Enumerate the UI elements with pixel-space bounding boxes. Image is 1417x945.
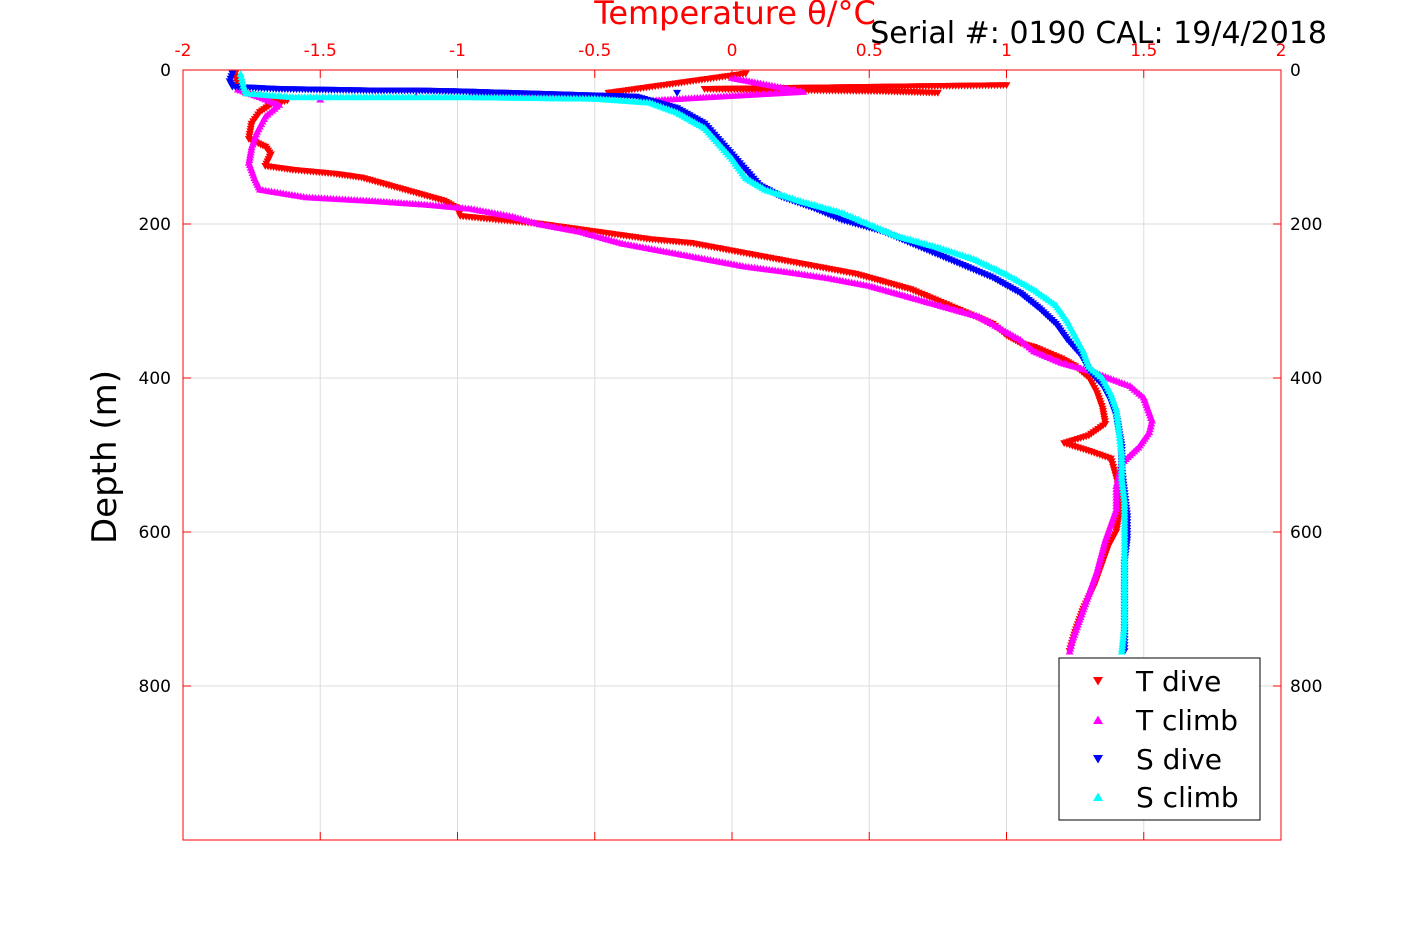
y-tick-label-right: 600 <box>1290 523 1322 543</box>
legend-label-t-dive: T dive <box>1135 665 1221 698</box>
legend-marker-t-dive <box>1093 677 1103 686</box>
data-point <box>1068 636 1077 643</box>
y-tick-label-right: 400 <box>1290 369 1322 389</box>
y-axis-label: Depth (m) <box>85 370 125 544</box>
data-point <box>1112 405 1121 412</box>
data-point <box>1065 647 1074 655</box>
series-t-climb <box>233 74 1156 655</box>
data-point <box>1116 436 1125 444</box>
y-tick-label-right: 0 <box>1290 61 1301 81</box>
data-point <box>1118 480 1127 488</box>
x-tick-label: 0.5 <box>856 41 883 61</box>
data-point <box>1147 416 1156 424</box>
data-point <box>1112 408 1121 415</box>
data-point <box>1113 476 1122 484</box>
data-point <box>1115 434 1124 441</box>
x-tick-label: -1 <box>449 41 466 61</box>
y-tick-label-left: 600 <box>139 523 171 543</box>
y-tick-label-right: 200 <box>1290 215 1322 235</box>
x-tick-label: -0.5 <box>578 41 611 61</box>
chart-title: Temperature θ/°C <box>593 0 876 32</box>
legend: T dive T climb S dive S climb <box>1058 657 1261 821</box>
data-point <box>1114 419 1123 427</box>
data-point <box>933 89 942 97</box>
data-point <box>1113 416 1122 424</box>
data-point <box>1117 647 1126 655</box>
data-point <box>1117 474 1126 482</box>
data-point <box>1117 448 1126 456</box>
legend-marker-s-dive <box>1093 755 1103 764</box>
data-point <box>238 76 247 83</box>
data-point <box>1145 425 1154 433</box>
data-point <box>1114 425 1123 433</box>
y-tick-label-left: 800 <box>139 677 171 697</box>
series-s-climb <box>236 70 1129 655</box>
x-tick-label: -2 <box>175 41 192 61</box>
data-point <box>1119 488 1128 496</box>
legend-label-s-dive: S dive <box>1136 743 1222 776</box>
y-tick-label-left: 0 <box>160 61 171 81</box>
series-s-dive <box>225 70 1132 655</box>
data-point <box>1115 431 1124 438</box>
data-point <box>1120 494 1129 502</box>
x-tick-label: -1.5 <box>304 41 337 61</box>
data-point <box>1066 644 1075 652</box>
x-tick-label: 1.5 <box>1130 41 1157 61</box>
legend-marker-t-climb <box>1093 715 1103 724</box>
data-point <box>1112 410 1121 418</box>
data-point <box>1146 422 1155 430</box>
data-markers <box>225 70 1156 655</box>
data-point <box>1119 491 1128 499</box>
data-point <box>1116 439 1125 447</box>
data-point <box>1112 479 1121 487</box>
data-point <box>237 73 246 80</box>
x-tick-label: 2 <box>1276 41 1287 61</box>
legend-marker-s-climb <box>1093 792 1103 801</box>
data-point <box>1118 483 1127 490</box>
y-tick-label-right: 800 <box>1290 677 1322 697</box>
data-point <box>1147 419 1156 427</box>
data-point <box>1118 477 1127 485</box>
chart-subtitle: Serial #: 0190 CAL: 19/4/2018 <box>870 16 1327 51</box>
data-point <box>238 78 247 86</box>
data-point <box>236 70 245 78</box>
y-tick-label-left: 200 <box>139 215 171 235</box>
data-point <box>1117 445 1126 453</box>
y-tick-label-left: 400 <box>139 369 171 389</box>
data-point <box>1119 486 1128 493</box>
data-point <box>1115 428 1124 436</box>
legend-box <box>1058 657 1261 821</box>
x-tick-label: 0 <box>727 41 738 61</box>
legend-label-s-climb: S climb <box>1136 781 1239 814</box>
x-tick-label: 1 <box>1001 41 1012 61</box>
data-point <box>1113 413 1122 421</box>
series-t-dive <box>231 70 1126 655</box>
data-point <box>1067 639 1076 646</box>
data-point <box>1116 442 1125 450</box>
data-point <box>1114 422 1123 430</box>
data-point <box>1067 641 1076 649</box>
legend-label-t-climb: T climb <box>1135 704 1238 737</box>
data-point <box>673 89 682 97</box>
